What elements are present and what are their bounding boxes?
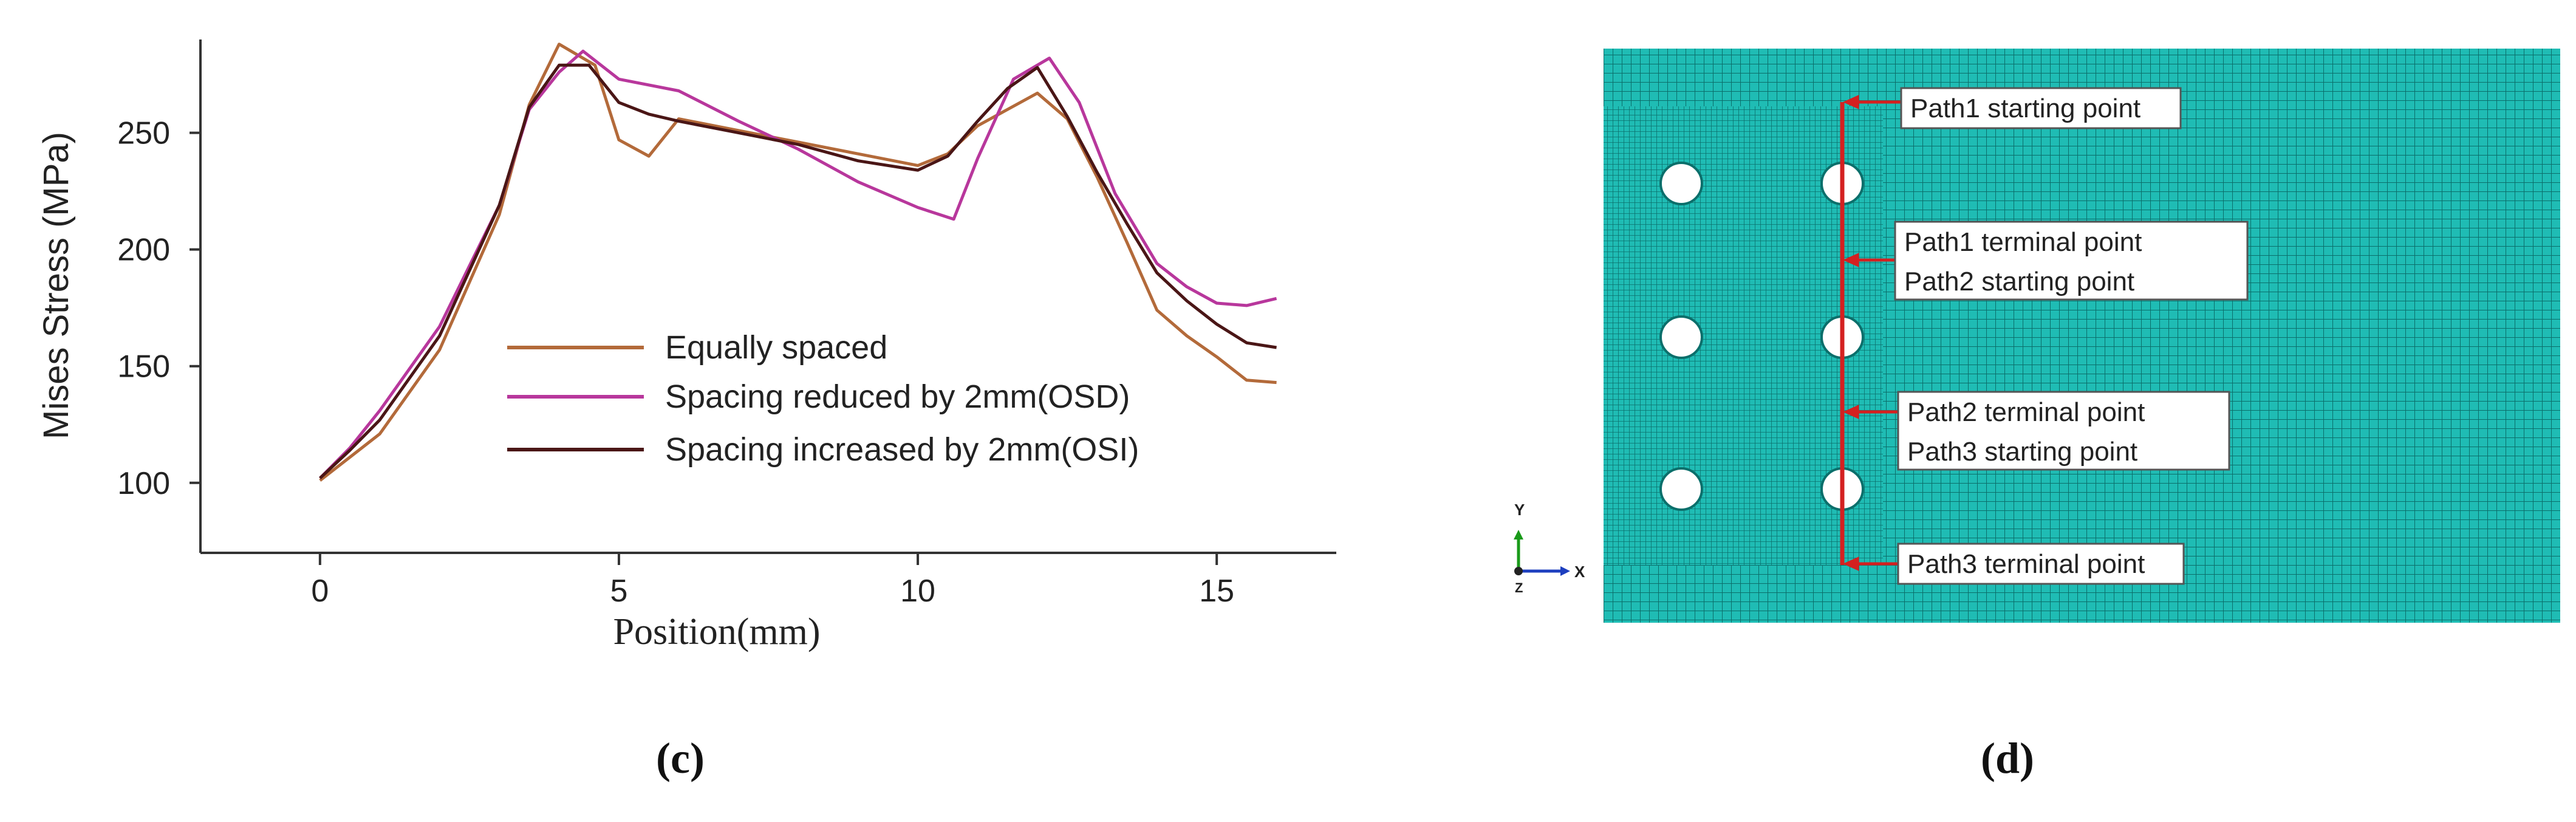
x-tick-label: 10	[900, 574, 935, 609]
annotation-text: Path2 terminal point	[1907, 397, 2145, 427]
arrowhead	[1842, 557, 1859, 571]
annotation-path2-end-path3-start: Path2 terminal point Path3 starting poin…	[1897, 391, 2230, 471]
annotation-box	[1894, 221, 2249, 301]
annotation-box	[1897, 543, 2185, 585]
axis-triad: Y X Z	[1514, 501, 1585, 595]
triad-x-label: X	[1574, 563, 1585, 581]
y-tick-label: 100	[117, 466, 170, 501]
y-ticks: 100 150 200 250	[117, 116, 200, 501]
legend-label: Equally spaced	[665, 329, 887, 366]
panel-label-d: (d)	[1981, 734, 2034, 783]
arrowhead	[1842, 95, 1859, 109]
x-tick-label: 0	[311, 574, 329, 609]
legend-label: Spacing reduced by 2mm(OSD)	[665, 378, 1130, 415]
annotation-box	[1900, 87, 2182, 129]
y-axis-label: Mises Stress (MPa)	[36, 132, 76, 439]
y-tick-label: 150	[117, 349, 170, 385]
chart-axes	[199, 39, 1336, 554]
triad-origin	[1514, 567, 1523, 575]
series-lines	[319, 43, 1277, 482]
panel-label-c: (c)	[656, 734, 705, 783]
annotation-path1-start: Path1 starting point	[1900, 87, 2182, 129]
mesh-model: Path1 starting point Path1 terminal poin…	[1514, 49, 2560, 623]
series-line-1	[319, 43, 1277, 482]
bolt-hole	[1659, 162, 1703, 205]
x-ticks: 0 5 10 15	[311, 553, 1234, 609]
arrowhead	[1842, 405, 1859, 419]
annotation-text: Path1 terminal point	[1904, 227, 2142, 257]
chart-legend: Equally spaced Spacing reduced by 2mm(OSD…	[507, 329, 1139, 468]
triad-y-head	[1514, 530, 1523, 539]
x-tick-label: 5	[610, 574, 627, 609]
annotation-text: Path3 starting point	[1907, 437, 2137, 467]
annotation-path1-end-path2-start: Path1 terminal point Path2 starting poin…	[1894, 221, 2249, 301]
annotation-text: Path3 terminal point	[1907, 549, 2145, 579]
annotation-path3-end: Path3 terminal point	[1897, 543, 2185, 585]
annotation-text: Path2 starting point	[1904, 267, 2134, 296]
x-tick-label: 15	[1199, 574, 1234, 609]
arrowhead	[1842, 253, 1859, 267]
path-arrows	[1842, 95, 1904, 571]
x-axis-label: Position(mm)	[613, 611, 820, 652]
triad-x-head	[1560, 566, 1570, 576]
annotation-text: Path1 starting point	[1910, 94, 2140, 123]
y-tick-label: 200	[117, 233, 170, 268]
triad-z-label: Z	[1515, 580, 1523, 595]
legend-label: Spacing increased by 2mm(OSI)	[665, 431, 1139, 468]
bolt-hole	[1659, 315, 1703, 359]
annotation-box	[1897, 391, 2230, 471]
series-line-3	[319, 63, 1277, 479]
y-tick-label: 250	[117, 116, 170, 151]
stress-line-chart: 100 150 200 250 0 5 10 15 Mises Stress (MPa) P…	[36, 39, 1336, 652]
triad-y-label: Y	[1514, 501, 1525, 519]
bolt-hole	[1659, 467, 1703, 511]
